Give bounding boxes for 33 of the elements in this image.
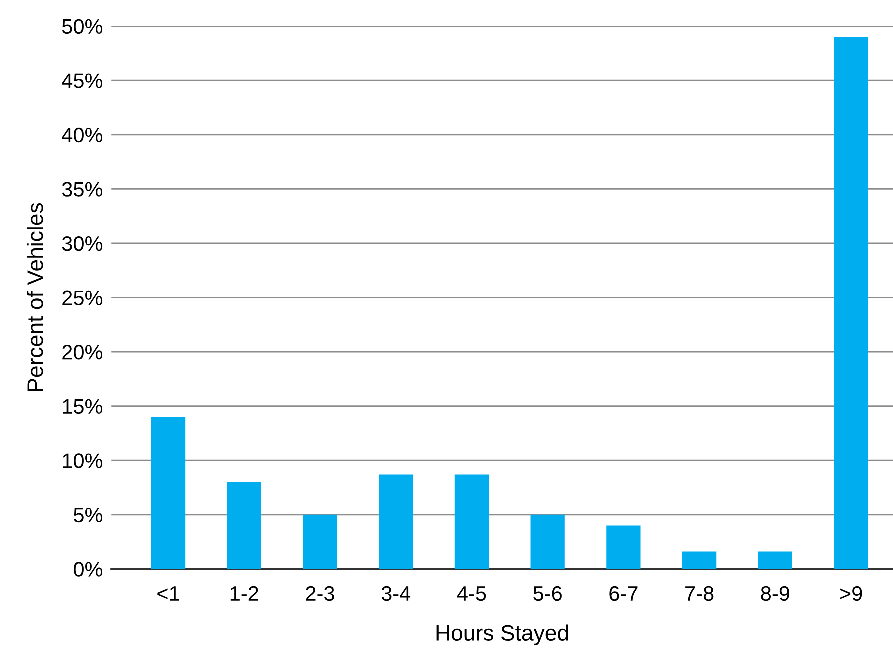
bar	[530, 514, 565, 570]
bar	[151, 417, 186, 570]
x-tick-label: 8-9	[761, 586, 790, 602]
bar	[834, 37, 868, 570]
y-tick-label: 10%	[63, 454, 103, 468]
y-tick-label: 35%	[62, 182, 103, 197]
bar	[379, 474, 414, 570]
bar	[303, 514, 338, 570]
bar	[682, 552, 717, 570]
y-tick-label: 45%	[62, 74, 103, 88]
x-tick-label: >9	[840, 586, 862, 602]
y-tick-label: 5%	[74, 508, 103, 523]
y-axis-title: Percent of Vehicles	[26, 203, 44, 392]
y-tick-label: 0%	[74, 562, 103, 577]
x-tick-label: 5-6	[534, 586, 562, 602]
y-tick-label: 40%	[62, 128, 103, 143]
x-axis-title: Hours Stayed	[436, 624, 568, 646]
x-tick-label: 1-2	[230, 586, 258, 601]
x-tick-label: 4-5	[457, 586, 486, 602]
y-tick-label: 30%	[62, 236, 103, 252]
bar	[758, 552, 792, 570]
x-tick-label: <1	[158, 586, 180, 601]
y-tick-label: 20%	[62, 345, 103, 360]
bar	[454, 474, 490, 570]
bar	[227, 482, 262, 570]
x-tick-label: 3-4	[382, 586, 411, 602]
x-tick-label: 6-7	[610, 586, 638, 602]
bar	[606, 526, 641, 570]
y-tick-label: 50%	[62, 19, 103, 34]
x-tick-label: 7-8	[686, 586, 714, 602]
x-tick-label: 2-3	[306, 586, 334, 602]
y-tick-label: 25%	[62, 290, 103, 306]
y-tick-label: 15%	[63, 399, 103, 414]
